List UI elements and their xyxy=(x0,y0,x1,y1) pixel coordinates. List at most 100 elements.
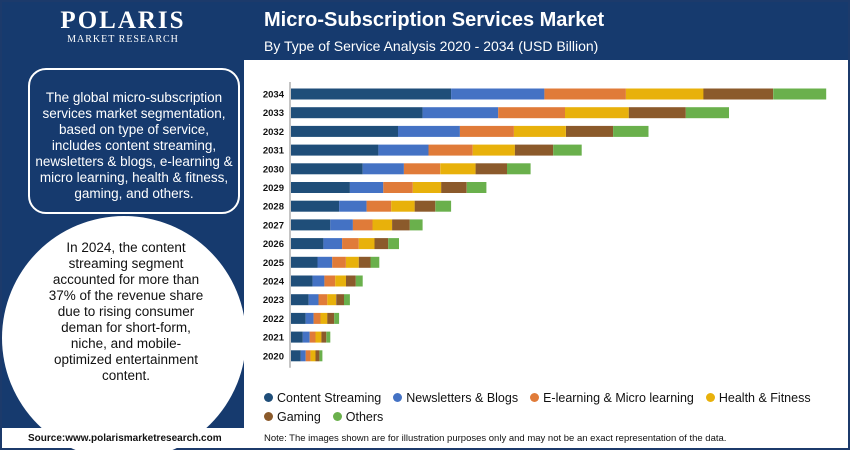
legend-item: Gaming xyxy=(264,408,321,427)
bar-segment-gaming-2021 xyxy=(321,331,327,343)
legend-swatch xyxy=(264,412,273,422)
year-tick-label: 2021 xyxy=(263,333,285,344)
legend-swatch xyxy=(530,393,540,403)
bar-segment-others-2030 xyxy=(507,163,531,175)
bar-segment-newsletters-blogs-2033 xyxy=(422,107,499,119)
bar-segment-content-streaming-2021 xyxy=(291,331,303,343)
bar-segment-gaming-2020 xyxy=(315,350,320,362)
bar-segment-e-learning-micro-learning-2022 xyxy=(313,312,321,324)
legend-item: Health & Fitness xyxy=(705,389,811,408)
legend-label: Gaming xyxy=(277,410,321,424)
year-tick-label: 2023 xyxy=(263,295,284,306)
bar-segment-e-learning-micro-learning-2021 xyxy=(309,331,316,343)
bar-segment-e-learning-micro-learning-2023 xyxy=(318,294,328,306)
year-tick-label: 2029 xyxy=(263,183,284,194)
bar-segment-content-streaming-2031 xyxy=(291,144,379,156)
bar-segment-health-fitness-2020 xyxy=(310,350,316,362)
bar-segment-content-streaming-2025 xyxy=(291,256,318,268)
bar-segment-e-learning-micro-learning-2025 xyxy=(332,256,346,268)
bar-segment-gaming-2022 xyxy=(327,312,335,324)
bar-segment-health-fitness-2034 xyxy=(625,88,704,100)
bar-segment-health-fitness-2026 xyxy=(358,238,375,250)
source-text: Source:www.polarismarketresearch.com xyxy=(28,433,222,444)
bar-segment-gaming-2030 xyxy=(475,163,507,175)
bar-segment-health-fitness-2027 xyxy=(372,219,393,231)
bar-segment-others-2031 xyxy=(553,144,582,156)
bar-segment-others-2032 xyxy=(613,125,649,137)
bar-segment-others-2028 xyxy=(435,200,452,212)
disclaimer-note: Note: The images shown are for illustrat… xyxy=(264,433,727,444)
year-tick-label: 2024 xyxy=(263,277,285,288)
bar-segment-newsletters-blogs-2031 xyxy=(378,144,429,156)
description-text: The global micro-subscription services m… xyxy=(35,90,233,201)
bar-segment-content-streaming-2023 xyxy=(291,294,309,306)
bar-segment-health-fitness-2032 xyxy=(513,125,566,137)
bar-segment-e-learning-micro-learning-2020 xyxy=(305,350,311,362)
bar-segment-gaming-2027 xyxy=(392,219,410,231)
bar-segment-health-fitness-2030 xyxy=(440,163,476,175)
bar-segment-newsletters-blogs-2021 xyxy=(302,331,310,343)
brand-logo: POLARIS MARKET RESEARCH xyxy=(2,8,244,46)
bar-segment-others-2029 xyxy=(466,182,487,193)
year-tick-label: 2032 xyxy=(263,127,284,138)
bar-segment-e-learning-micro-learning-2024 xyxy=(324,275,336,287)
bar-segment-health-fitness-2022 xyxy=(320,312,328,324)
bar-segment-others-2024 xyxy=(355,275,363,287)
bar-segment-e-learning-micro-learning-2028 xyxy=(366,200,392,212)
bar-segment-content-streaming-2033 xyxy=(291,107,423,119)
legend-item: Content Streaming xyxy=(264,389,381,408)
bar-segment-others-2023 xyxy=(344,294,350,306)
bar-segment-others-2021 xyxy=(326,331,331,343)
bar-segment-health-fitness-2023 xyxy=(327,294,337,306)
bar-segment-e-learning-micro-learning-2026 xyxy=(342,238,359,250)
bar-segment-health-fitness-2031 xyxy=(472,144,515,156)
bar-segment-gaming-2024 xyxy=(346,275,356,287)
bar-segment-content-streaming-2022 xyxy=(291,312,306,324)
bar-segment-newsletters-blogs-2026 xyxy=(323,238,343,250)
legend-swatch xyxy=(705,393,715,403)
legend-swatch xyxy=(332,412,342,422)
bar-segment-e-learning-micro-learning-2032 xyxy=(459,125,514,137)
bar-segment-content-streaming-2020 xyxy=(291,350,301,362)
year-tick-label: 2028 xyxy=(263,202,284,213)
bar-segment-others-2027 xyxy=(409,219,423,231)
bar-segment-others-2025 xyxy=(370,256,380,268)
bar-segment-content-streaming-2030 xyxy=(291,163,363,175)
legend-swatch xyxy=(393,393,403,403)
bar-segment-others-2034 xyxy=(773,88,827,100)
brand-subtitle: MARKET RESEARCH xyxy=(67,34,179,45)
bar-segment-gaming-2031 xyxy=(514,144,554,156)
bar-segment-gaming-2026 xyxy=(374,238,389,250)
bar-segment-content-streaming-2026 xyxy=(291,238,324,250)
year-tick-label: 2027 xyxy=(263,220,284,231)
bar-segment-gaming-2023 xyxy=(336,294,345,306)
bar-segment-e-learning-micro-learning-2029 xyxy=(383,182,413,193)
legend-item: Newsletters & Blogs xyxy=(393,389,518,408)
bar-segment-content-streaming-2034 xyxy=(291,88,452,100)
bar-segment-gaming-2029 xyxy=(441,182,467,193)
legend-label: E-learning & Micro learning xyxy=(543,391,694,405)
bar-segment-health-fitness-2028 xyxy=(391,200,415,212)
bar-segment-others-2033 xyxy=(685,107,729,119)
bar-segment-gaming-2028 xyxy=(414,200,436,212)
year-tick-label: 2020 xyxy=(263,351,284,362)
bar-segment-newsletters-blogs-2030 xyxy=(362,163,404,175)
bar-segment-newsletters-blogs-2029 xyxy=(349,182,384,193)
year-tick-label: 2031 xyxy=(263,146,285,157)
bar-segment-content-streaming-2027 xyxy=(291,219,331,231)
stacked-bar-chart: 2034 2033 2032 2031 2030 2029 2028 2027 2026 2025… xyxy=(263,82,827,368)
year-tick-label: 2022 xyxy=(263,314,284,325)
bar-segment-health-fitness-2029 xyxy=(412,182,442,193)
bar-segment-others-2020 xyxy=(319,350,323,362)
bar-segment-newsletters-blogs-2022 xyxy=(305,312,314,324)
bar-segment-content-streaming-2024 xyxy=(291,275,313,287)
legend-item: E-learning & Micro learning xyxy=(530,389,694,408)
bar-segment-e-learning-micro-learning-2030 xyxy=(403,163,441,175)
bar-segment-newsletters-blogs-2023 xyxy=(308,294,319,306)
year-tick-label: 2026 xyxy=(263,239,284,250)
year-tick-label: 2034 xyxy=(263,90,285,101)
legend-label: Others xyxy=(345,410,384,424)
legend-label: Content Streaming xyxy=(277,391,382,405)
legend-item: Others xyxy=(332,408,384,427)
